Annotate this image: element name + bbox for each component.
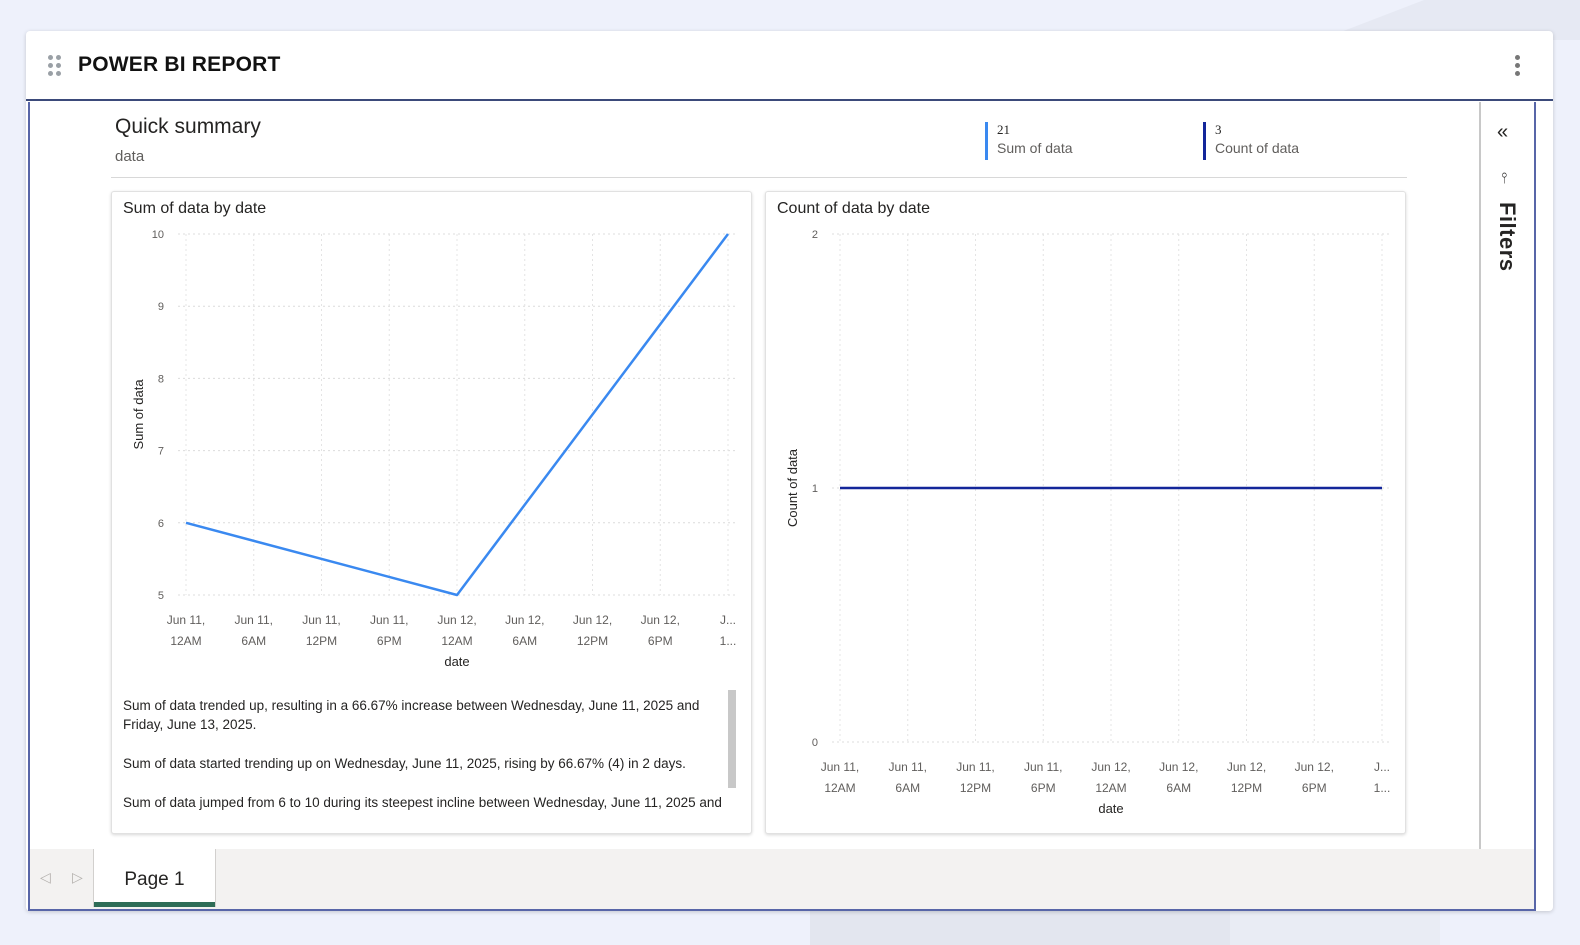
y-tick-label: 6: [158, 518, 164, 530]
x-tick-label: Jun 11,: [302, 613, 340, 627]
y-tick-label: 1: [812, 483, 818, 495]
summary-title: Quick summary: [115, 115, 261, 138]
kpi-sum-of-data[interactable]: 21 Sum of data: [985, 122, 1073, 160]
narrative-scrollbar[interactable]: [728, 690, 736, 788]
x-tick-label: Jun 12,: [1295, 760, 1334, 774]
report-canvas: Quick summary data 21 Sum of data 3 Coun…: [30, 102, 1483, 849]
y-axis-title: Sum of data: [131, 379, 146, 450]
x-tick-label: Jun 11,: [889, 760, 927, 774]
x-tick-label: 12PM: [306, 634, 337, 648]
kpi-label: Count of data: [1215, 140, 1300, 156]
x-tick-label: 6PM: [1031, 781, 1056, 795]
y-tick-label: 0: [812, 737, 818, 749]
y-tick-label: 7: [158, 446, 164, 458]
kpi-count-of-data[interactable]: 3 Count of data: [1203, 122, 1299, 160]
x-tick-label: 12PM: [577, 634, 608, 648]
x-tick-label: Jun 11,: [1024, 760, 1062, 774]
y-tick-label: 2: [812, 229, 818, 241]
x-tick-label: Jun 11,: [370, 613, 408, 627]
x-tick-label: Jun 12,: [1227, 760, 1266, 774]
count-chart-visual[interactable]: 2 1 0 Jun 11, 12AM Jun 11, 6AM Jun 11, 12PM Jun 1…: [765, 191, 1406, 834]
x-tick-label: 6AM: [512, 634, 537, 648]
card-title: POWER BI REPORT: [78, 53, 281, 76]
y-tick-label: 10: [152, 229, 164, 241]
kpi-label: Sum of data: [997, 140, 1073, 156]
x-tick-label: Jun 12,: [573, 613, 612, 627]
tab-label: Page 1: [124, 869, 185, 890]
report-viewer: Quick summary data 21 Sum of data 3 Coun…: [28, 102, 1536, 911]
x-tick-label: 6PM: [377, 634, 402, 648]
drag-handle-icon[interactable]: [48, 55, 62, 77]
summary-divider: [111, 177, 1407, 178]
y-tick-label: 5: [158, 590, 164, 602]
x-tick-label: 12PM: [960, 781, 991, 795]
card-header: POWER BI REPORT: [26, 31, 1553, 101]
x-tick-label: Jun 12,: [1091, 760, 1130, 774]
narrative-paragraph: Sum of data trended up, resulting in a 6…: [123, 698, 700, 732]
sum-chart-visual[interactable]: 10 9 8 7 6 5 Jun 11, 12AM Jun 11, 6AM Jun 11, 12PM J…: [111, 191, 752, 834]
active-tab-indicator: [94, 902, 215, 907]
series-line: [185, 233, 729, 597]
background-shape: [810, 909, 1230, 945]
summary-subtitle: data: [115, 148, 145, 165]
narrative-paragraph: Sum of data jumped from 6 to 10 during i…: [123, 795, 722, 816]
x-axis-title: date: [444, 654, 469, 669]
x-tick-label: 12AM: [824, 781, 855, 795]
y-tick-label: 9: [158, 301, 164, 313]
x-tick-label: 1...: [720, 634, 737, 648]
x-tick-label: 6AM: [241, 634, 266, 648]
prev-page-icon[interactable]: ◁: [40, 869, 51, 885]
x-tick-label: 6PM: [648, 634, 673, 648]
next-page-icon[interactable]: ▷: [72, 869, 83, 885]
x-tick-label: Jun 11,: [235, 613, 273, 627]
chart-title: Count of data by date: [777, 200, 930, 217]
kpi-accent-bar: [1203, 122, 1206, 160]
y-tick-label: 8: [158, 373, 164, 385]
x-tick-label: 6PM: [1302, 781, 1327, 795]
kpi-accent-bar: [985, 122, 988, 160]
kpi-value: 3: [1215, 122, 1222, 137]
x-tick-label: Jun 12,: [505, 613, 544, 627]
page-tab-bar: ◁ ▷ Page 1: [30, 849, 1534, 909]
collapse-chevron-icon[interactable]: «: [1497, 121, 1509, 143]
x-tick-label: Jun 11,: [821, 760, 859, 774]
report-card: POWER BI REPORT Quick summary data 21 Su…: [26, 31, 1553, 911]
x-tick-label: J...: [720, 613, 736, 627]
x-tick-label: 12AM: [170, 634, 201, 648]
filters-pane[interactable]: « ⫯ Filters: [1479, 102, 1534, 849]
x-tick-label: 6AM: [1166, 781, 1191, 795]
kpi-value: 21: [997, 122, 1010, 137]
x-tick-label: 12PM: [1231, 781, 1262, 795]
more-options-icon[interactable]: [1515, 55, 1521, 77]
tab-page-1[interactable]: Page 1: [93, 849, 216, 907]
filter-icon: ⫯: [1501, 170, 1508, 187]
filters-label[interactable]: Filters: [1495, 202, 1520, 272]
x-tick-label: Jun 12,: [1159, 760, 1198, 774]
background-shape: [1230, 909, 1440, 945]
x-tick-label: Jun 11,: [956, 760, 994, 774]
smart-narrative: Sum of data trended up, resulting in a 6…: [123, 696, 733, 816]
x-tick-label: Jun 11,: [167, 613, 205, 627]
x-tick-label: Jun 12,: [437, 613, 476, 627]
x-tick-label: Jun 12,: [641, 613, 680, 627]
x-tick-label: J...: [1374, 760, 1390, 774]
x-tick-label: 1...: [1374, 781, 1391, 795]
y-axis-title: Count of data: [785, 448, 800, 527]
x-tick-label: 12AM: [441, 634, 472, 648]
x-tick-label: 12AM: [1095, 781, 1126, 795]
x-axis-title: date: [1098, 801, 1123, 816]
narrative-paragraph: Sum of data started trending up on Wedne…: [123, 756, 686, 771]
x-tick-label: 6AM: [895, 781, 920, 795]
chart-title: Sum of data by date: [123, 200, 267, 217]
